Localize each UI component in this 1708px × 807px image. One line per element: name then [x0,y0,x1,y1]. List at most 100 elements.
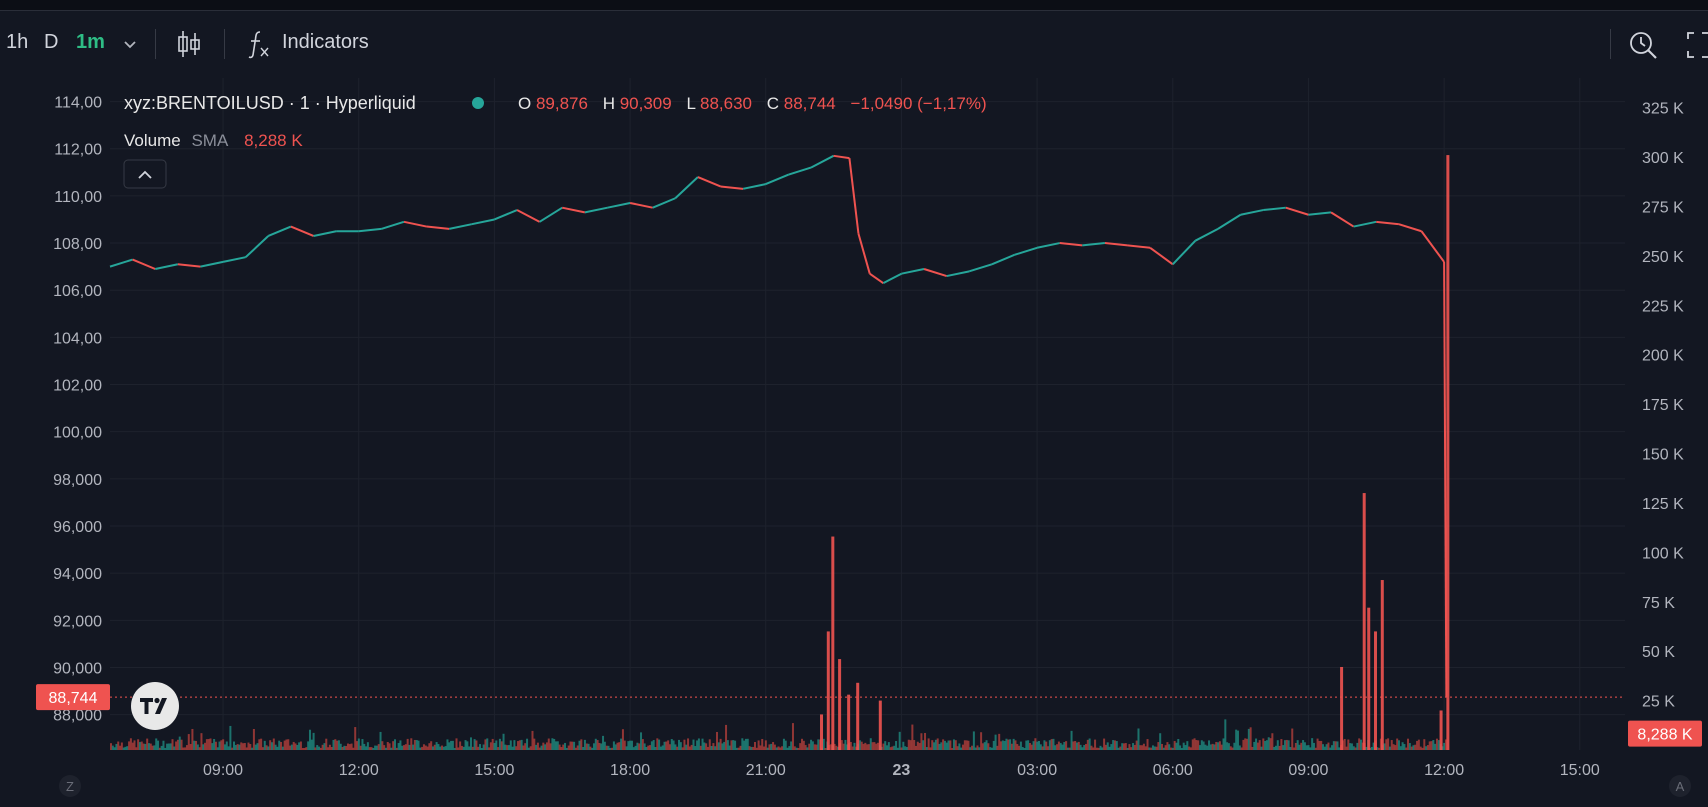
volume-bar [1034,738,1037,750]
volume-bar [1269,738,1272,750]
volume-bar [1246,738,1249,750]
volume-bar [1083,745,1086,750]
volume-bar [922,740,925,750]
volume-bar [455,738,458,750]
volume-bar [540,745,543,750]
price-segment [471,218,495,226]
volume-bar [1421,747,1424,750]
volume-bar [1294,742,1297,750]
volume-bar [674,744,677,750]
volume-bar [1101,747,1104,750]
volume-bar [175,741,178,750]
interval-1h-button[interactable]: 1h [6,31,29,53]
volume-bar [511,746,514,750]
tradingview-logo-icon[interactable] [131,682,179,730]
volume-bar [278,740,281,750]
volume-bar [211,743,214,750]
price-chart[interactable]: 114,00 112,00 110,00 108,00 106,00 104,00 102,… [0,78,1708,807]
volume-bar [1000,741,1003,750]
price-segment [1398,223,1422,233]
volume-bar [381,741,384,750]
volume-bar [1284,740,1287,750]
volume-bar [290,744,293,750]
volume-bar [500,741,503,750]
chart-grid [110,78,1625,750]
volume-bar [1376,747,1379,750]
volume-bar [276,746,279,750]
volume-bar [766,747,769,750]
volume-bar [822,738,825,750]
volume-bar [632,747,635,750]
volume-bar [746,738,749,750]
volume-bar [110,743,112,750]
volume-bar [578,740,581,750]
auto-scale-button[interactable] [1669,775,1691,797]
volume-bar [1229,746,1232,750]
volume-bar [1048,740,1051,750]
volume-bar [1010,743,1013,750]
fullscreen-icon[interactable] [1686,31,1708,59]
volume-bar [225,741,228,750]
function-icon[interactable] [246,29,272,59]
volume-bar [146,738,149,750]
volume-bar [621,729,624,750]
price-segment [629,201,653,209]
volume-bar [1231,747,1234,750]
volume-tick-label: 225 K [1642,298,1684,315]
last-price-label: 88,744 [49,690,98,707]
volume-bar [770,743,773,750]
timezone-button[interactable] [59,775,81,797]
volume-bar [1307,745,1310,750]
volume-bar [390,747,393,750]
volume-bar [905,746,908,750]
volume-bar [564,742,567,750]
volume-bar [1425,746,1428,750]
volume-bar [1316,738,1319,750]
volume-bar [336,740,339,750]
volume-bar [907,739,910,750]
time-axis[interactable]: 09:00 12:00 15:00 18:00 21:00 23 03:00 06:00 09:… [203,762,1600,779]
volume-axis[interactable]: 325 K 300 K 275 K 250 K 225 K 200 K 175 K 150 K… [1642,101,1684,711]
price-segment [1376,220,1399,226]
volume-bar [1018,745,1021,750]
volume-bar [330,747,333,750]
volume-bar [1001,740,1004,750]
volume-bar [428,743,431,750]
volume-bar [223,744,226,750]
clock-search-icon[interactable] [1628,29,1660,61]
volume-spike-bar [1340,666,1344,750]
candles-icon[interactable] [176,29,202,59]
volume-bar [401,745,404,750]
price-tick-label: 100,00 [53,425,102,442]
price-segment [290,225,314,237]
volume-bar [1157,742,1160,750]
volume-bar [1086,739,1089,750]
indicators-button[interactable]: Indicators [282,31,369,53]
volume-bar [1285,739,1288,750]
price-segment [584,206,608,214]
symbol-title[interactable]: xyz:BRENTOILUSD · 1 · Hyperliquid [124,93,416,113]
collapse-legend-button[interactable] [123,159,167,189]
chevron-down-icon[interactable] [122,37,138,53]
volume-bar [305,747,308,750]
volume-bar [620,738,623,750]
volume-bar [940,742,943,750]
volume-spike-bar [856,682,860,750]
interval-d-button[interactable]: D [44,31,59,53]
volume-bar [600,743,603,750]
volume-spike-bar [1374,631,1378,750]
volume-bar [187,734,190,750]
volume-bar [479,744,482,750]
price-axis[interactable]: 114,00 112,00 110,00 108,00 106,00 104,00 102,… [53,95,102,725]
chart-background [0,78,1708,807]
volume-bar [348,744,351,750]
volume-bar [886,745,889,750]
volume-bar [887,742,890,750]
volume-bar [1278,745,1281,750]
interval-1m-button[interactable]: 1m [76,31,105,53]
volume-bar [129,738,132,750]
volume-bar [1206,745,1209,750]
volume-bar [459,741,462,750]
volume-bar [151,745,154,750]
volume-bar [569,741,572,750]
